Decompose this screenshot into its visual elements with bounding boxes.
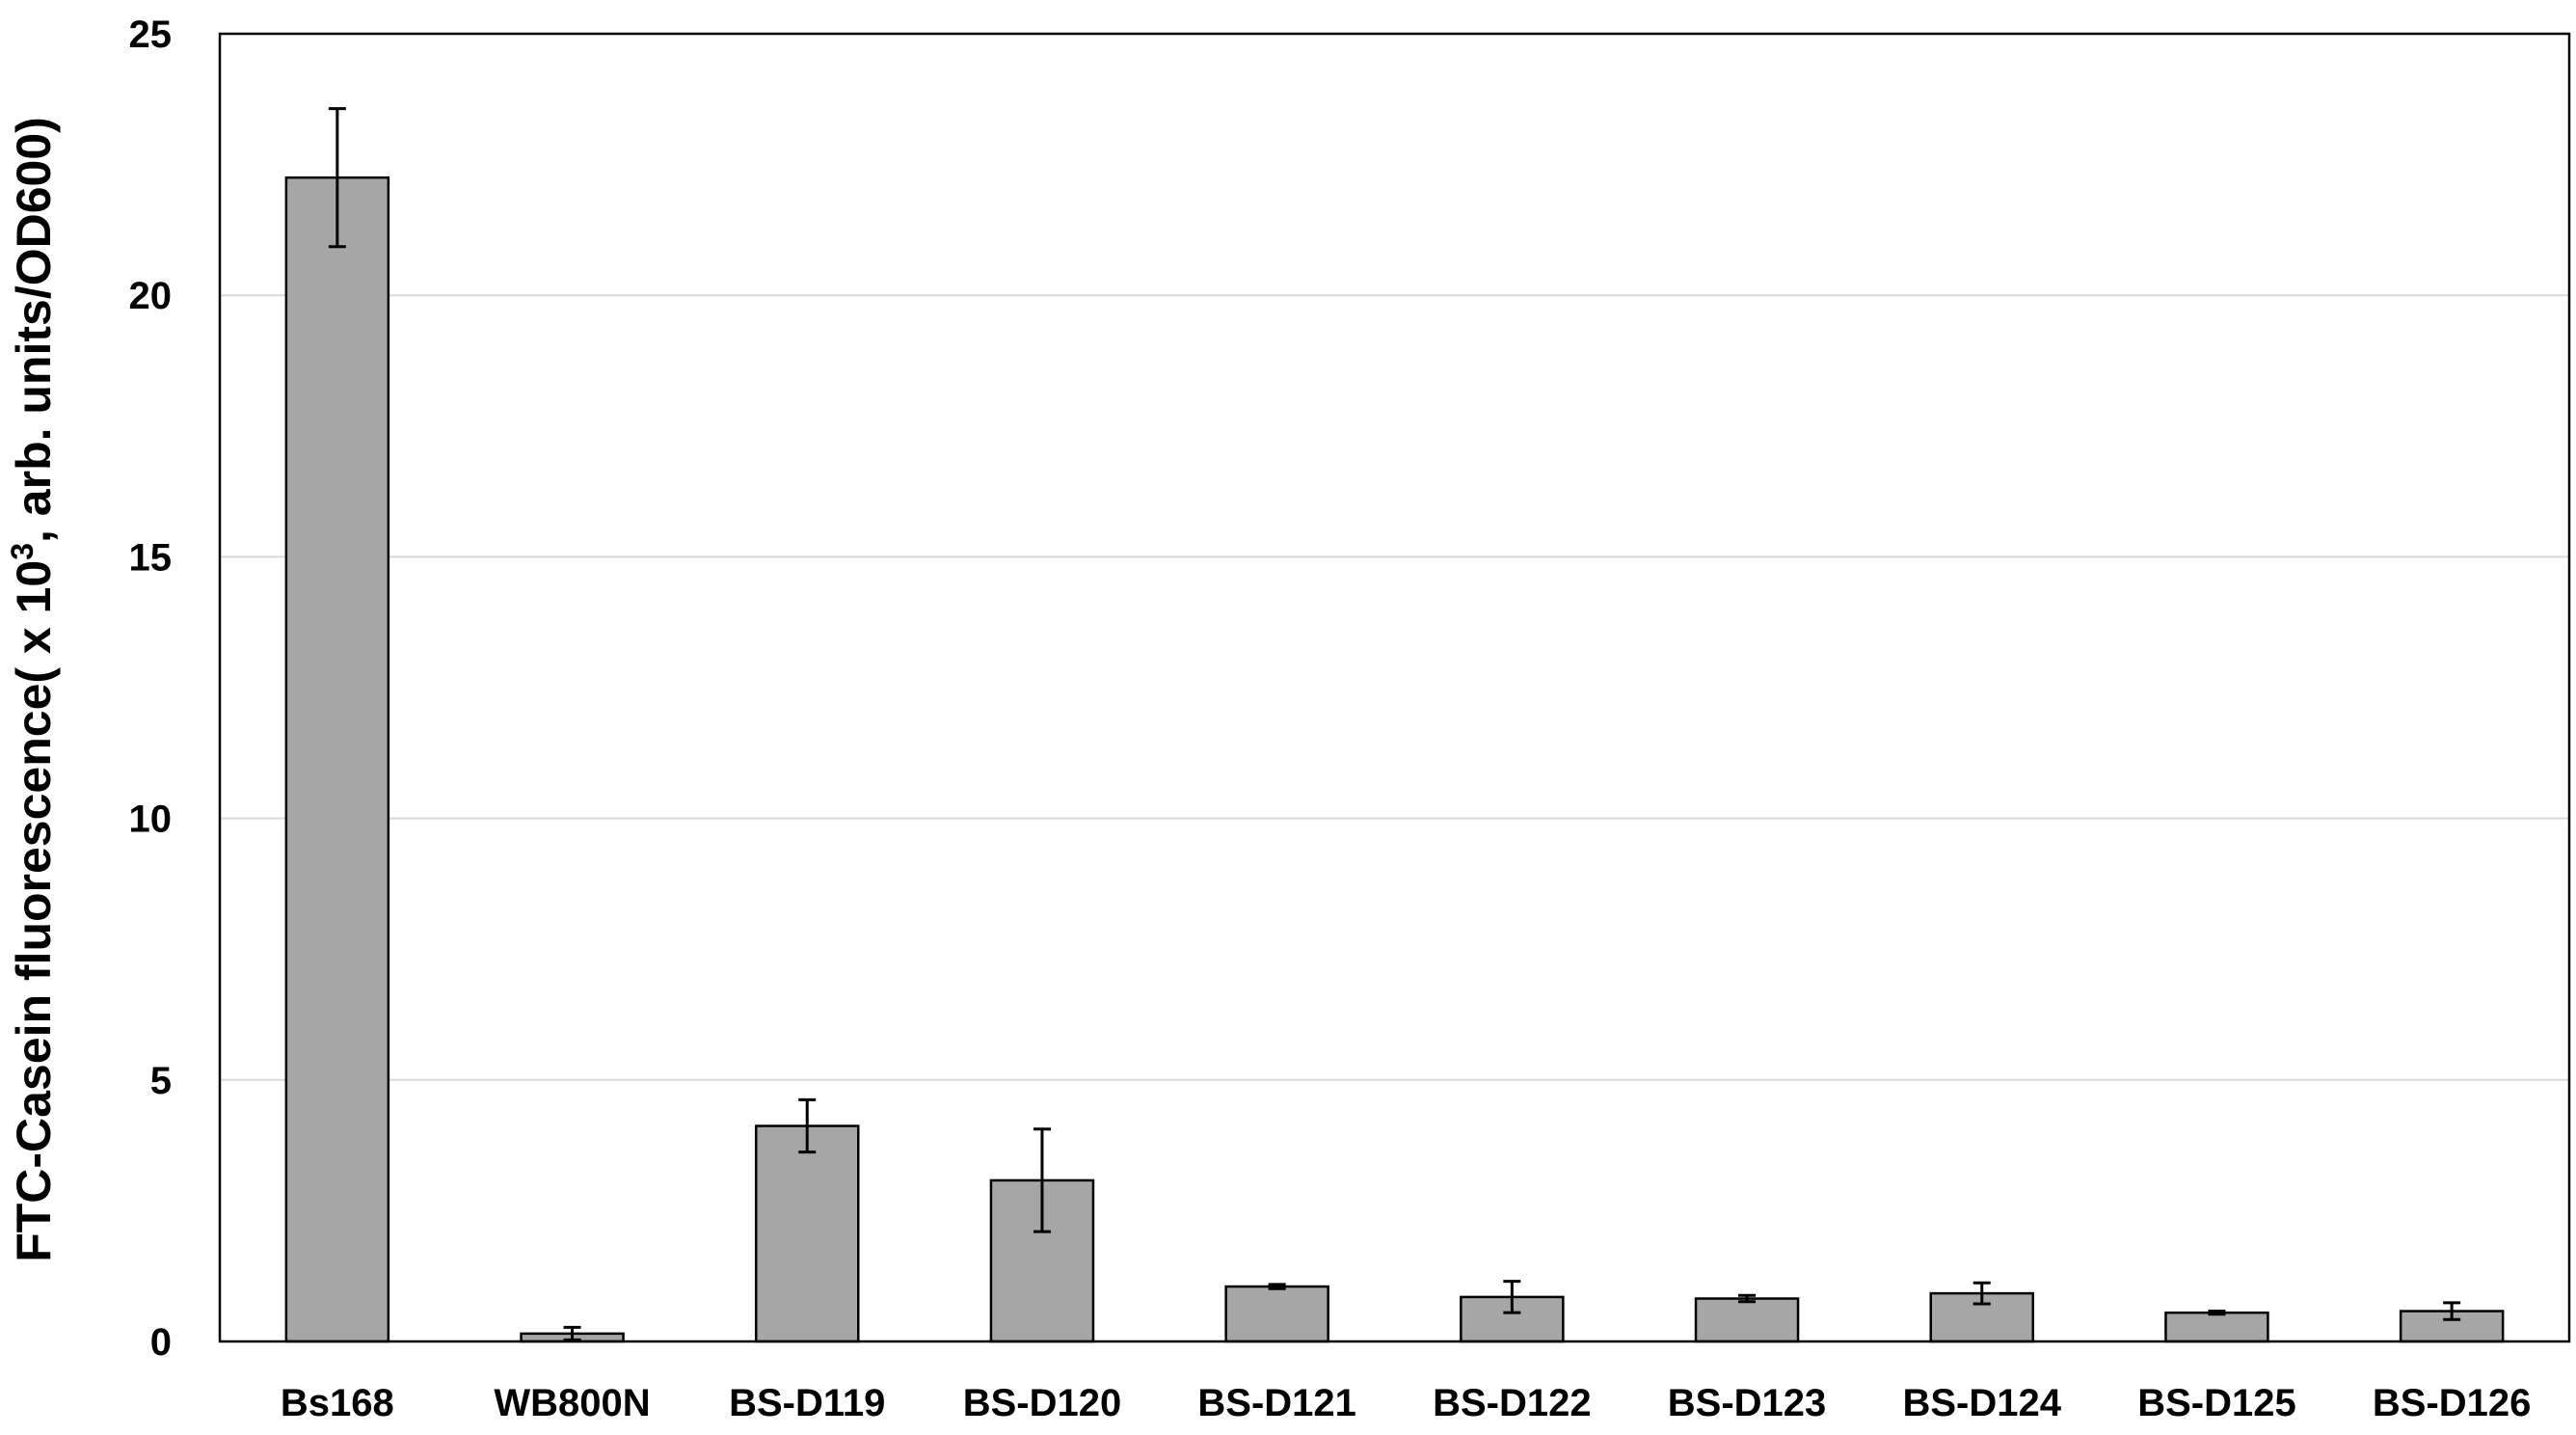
y-axis-title: FTC-Casein fluorescence( x 103, arb. uni… — [5, 117, 61, 1262]
x-tick-label: BS-D119 — [729, 1382, 885, 1424]
y-axis-title-prefix: FTC-Casein fluorescence( x 10 — [7, 560, 61, 1262]
x-tick-label: BS-D124 — [1902, 1382, 2061, 1424]
x-tick-label: BS-D125 — [2137, 1382, 2296, 1424]
error-bar-bs-d121 — [1268, 1283, 1286, 1290]
error-bar-bs-d123 — [1738, 1293, 1757, 1304]
y-axis-title-superscript: 3 — [5, 543, 40, 560]
error-bar-wb800n — [563, 1325, 581, 1341]
y-axis-title-suffix: , arb. units/OD600) — [7, 117, 61, 543]
x-tick-label: Bs168 — [281, 1382, 394, 1424]
x-tick-label: BS-D126 — [2373, 1382, 2532, 1424]
x-tick-label: BS-D123 — [1668, 1382, 1827, 1424]
error-bars — [328, 107, 2461, 1341]
error-bar-bs-d120 — [1033, 1127, 1051, 1233]
x-tick-label: BS-D121 — [1197, 1382, 1356, 1424]
error-bar-bs-d125 — [2208, 1310, 2226, 1316]
error-bar-bs-d126 — [2443, 1301, 2461, 1321]
bar-bs-d123 — [1694, 1297, 1800, 1343]
error-bar-bs168 — [328, 107, 346, 249]
gridlines — [220, 294, 2569, 1081]
y-tick-label: 20 — [129, 275, 173, 317]
bar-bs-d119 — [754, 1124, 860, 1343]
x-tick-labels: Bs168 WB800N BS-D119 BS-D120 BS-D121 BS-D122 B… — [281, 1382, 2531, 1424]
x-tick-label: WB800N — [494, 1382, 650, 1424]
bar-bs-d121 — [1224, 1285, 1329, 1343]
y-tick-label: 10 — [129, 799, 173, 841]
bar-bs168 — [284, 176, 390, 1343]
error-bar-bs-d122 — [1503, 1280, 1521, 1314]
bar-bs-d125 — [2164, 1311, 2269, 1343]
plot-area-frame — [218, 32, 2571, 1343]
y-tick-label: 15 — [129, 536, 173, 579]
x-tick-label: BS-D122 — [1433, 1382, 1592, 1424]
y-tick-label: 5 — [150, 1060, 172, 1102]
bars — [284, 176, 2505, 1343]
y-tick-label: 25 — [129, 14, 173, 56]
y-tick-labels: 0 5 10 15 20 25 — [129, 14, 173, 1364]
error-bar-bs-d119 — [798, 1097, 817, 1154]
x-tick-label: BS-D120 — [963, 1382, 1122, 1424]
y-tick-label: 0 — [150, 1321, 172, 1364]
error-bar-bs-d124 — [1972, 1281, 1991, 1306]
